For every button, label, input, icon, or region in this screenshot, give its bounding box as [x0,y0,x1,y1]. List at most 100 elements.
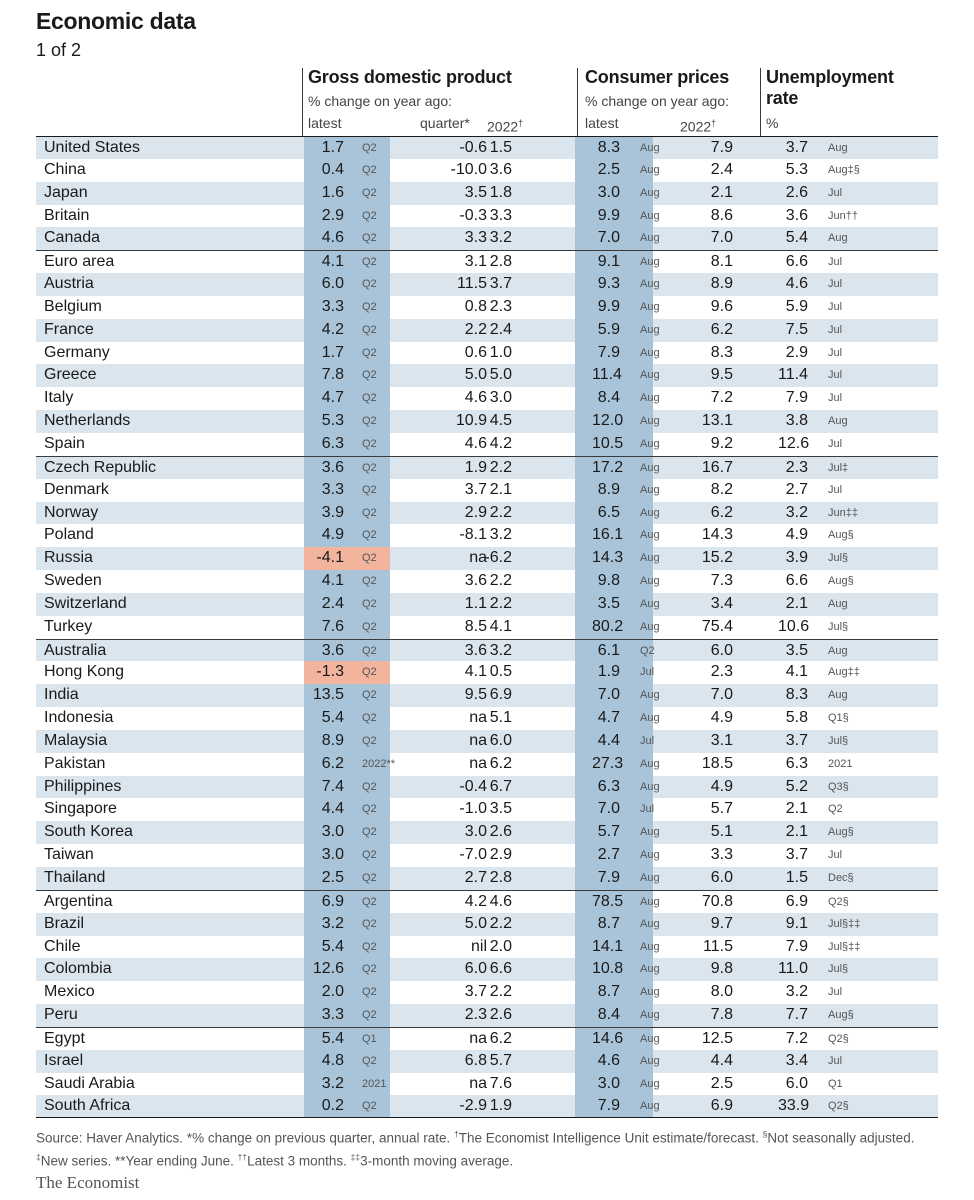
cpi-2022-cell: 2.4 [710,160,733,178]
gdp-latest-highlight [304,912,390,936]
cpi-period-cell: Aug [640,1100,660,1113]
unemp-period-cell: Q1§ [828,712,849,725]
gdp-latest-cell: -1.3 [316,663,344,681]
cpi-period-cell: Aug [640,483,660,496]
country-cell: Austria [44,275,94,293]
gdp-period-cell: Q2 [362,575,377,588]
gdp-latest-highlight [304,410,390,433]
table-row: Denmark 3.3 Q2 3.7 2.1 8.9 Aug 8.2 2.7 Jul [36,478,938,502]
cpi-period-cell: Aug [640,461,660,474]
gdp-period-cell: Q2 [362,142,377,154]
unemp-period-cell: Aug§ [828,1009,854,1022]
unemp-period-cell: Aug [828,644,848,657]
unemp-period-cell: Q2§ [828,895,849,908]
gdp-2022-cell: 6.2 [489,1029,512,1047]
country-cell: Saudi Arabia [44,1074,135,1092]
cpi-2022-cell: 8.0 [710,983,733,1001]
cpi-latest-cell: 8.4 [597,1006,620,1024]
table-row: Egypt 5.4 Q1 na 6.2 14.6 Aug 12.5 7.2 Q2§ [36,1026,938,1050]
gdp-period-cell: Q2 [362,163,377,176]
gdp-latest-highlight [304,890,390,913]
gdp-col-2022: 2022† [487,115,523,135]
gdp-period-cell: Q2 [362,278,377,291]
unemp-period-cell: Jul§ [828,552,849,565]
cpi-2022-cell: 70.8 [701,892,733,910]
gdp-period-cell: 2021 [362,1077,387,1090]
unemp-rate-cell: 7.9 [785,937,808,955]
gdp-quarter-cell: 3.5 [464,183,487,201]
gdp-latest-cell: 3.3 [321,480,344,498]
cpi-period-cell: Aug [640,575,660,588]
unemp-group-title: Unemployment rate [766,67,894,109]
unemp-period-cell: Jul [828,323,843,336]
gdp-2022-cell: 6.6 [489,960,512,978]
cpi-2022-cell: 9.8 [710,960,733,978]
gdp-latest-highlight [304,137,390,159]
unemp-rate-cell: 3.7 [785,731,808,749]
country-cell: Indonesia [44,709,114,727]
table-row: Mexico 2.0 Q2 3.7 2.2 8.7 Aug 8.0 3.2 Jul [36,981,938,1005]
gdp-2022-cell: 1.8 [489,183,512,201]
cpi-2022-cell: 6.0 [710,869,733,886]
country-cell: France [44,320,94,338]
cpi-period-cell: Jul [640,666,655,679]
table-row: United States 1.7 Q2 -0.6 1.5 8.3 Aug 7.9 3.7 Aug [36,136,938,159]
cpi-latest-cell: 3.0 [597,183,620,201]
unemp-rate-cell: 3.6 [785,206,808,224]
gdp-latest-cell: 2.5 [321,869,344,886]
gdp-quarter-cell: na [469,731,487,749]
gdp-quarter-cell: -8.1 [459,526,487,544]
gdp-period-cell: Q2 [362,1009,377,1022]
table-row: China 0.4 Q2 -10.0 3.6 2.5 Aug 2.4 5.3 Aug‡§ [36,158,938,182]
gdp-quarter-cell: 3.6 [464,572,487,590]
cpi-2022-cell: 14.3 [701,526,733,544]
gdp-quarter-cell: -2.9 [459,1097,487,1115]
footnote: Source: Haver Analytics. *% change on pr… [36,1129,915,1168]
gdp-latest-highlight [304,981,390,1005]
cpi-latest-highlight [575,341,653,365]
cpi-latest-cell: 80.2 [592,617,624,635]
unemp-period-cell: Q2§ [828,1100,849,1113]
gdp-2022-cell: 2.2 [489,983,512,1001]
gdp-2022-cell: -6.2 [484,549,512,567]
gdp-2022-cell: 3.0 [489,389,512,407]
gdp-latest-cell: 8.9 [321,731,344,749]
cpi-latest-highlight [575,592,653,616]
gdp-quarter-cell: 2.7 [464,869,487,886]
gdp-2022-cell: 2.1 [489,480,512,498]
country-cell: Belgium [44,297,102,315]
cpi-period-cell: Aug [640,780,660,793]
gdp-2022-cell: 2.8 [489,253,512,271]
cpi-period-cell: Aug [640,689,660,702]
cpi-latest-highlight [575,158,653,182]
gdp-latest-cell: 0.4 [321,160,344,178]
gdp-quarter-cell: 2.2 [464,320,487,338]
cpi-latest-highlight [575,615,653,639]
cpi-2022-cell: 2.5 [710,1074,733,1092]
gdp-quarter-cell: 4.1 [464,663,487,681]
gdp-latest-cell: 6.9 [321,892,344,910]
cpi-period-cell: Aug [640,986,660,999]
cpi-latest-highlight [575,251,653,274]
cpi-latest-cell: 17.2 [592,458,624,476]
unemp-rate-cell: 3.4 [785,1051,808,1069]
unemp-rate-cell: 7.5 [785,320,808,338]
table-row: South Africa 0.2 Q2 -2.9 1.9 7.9 Aug 6.9 33.9 Q2§ [36,1095,938,1119]
cpi-latest-highlight [575,204,653,228]
country-cell: Italy [44,389,74,407]
unemp-period-cell: 2021 [828,757,853,770]
gdp-latest-cell: 4.4 [321,800,344,818]
unemp-period-cell: Aug‡‡ [828,666,860,679]
country-cell: Israel [44,1051,84,1069]
gdp-2022-cell: 2.2 [489,914,512,932]
table-row: Colombia 12.6 Q2 6.0 6.6 10.8 Aug 9.8 11.0 Jul§ [36,958,938,982]
cpi-period-cell: Aug [640,323,660,336]
table-row: Chile 5.4 Q2 nil 2.0 14.1 Aug 11.5 7.9 Jul§‡‡ [36,935,938,959]
gdp-period-cell: Q2 [362,461,377,474]
unemp-period-cell: Jul [828,392,843,405]
gdp-col-quarter: quarter* [420,115,470,131]
cpi-period-cell: Aug [640,597,660,610]
gdp-quarter-cell: 3.1 [464,253,487,271]
gdp-quarter-cell: 2.3 [464,1006,487,1024]
cpi-latest-highlight [575,912,653,936]
